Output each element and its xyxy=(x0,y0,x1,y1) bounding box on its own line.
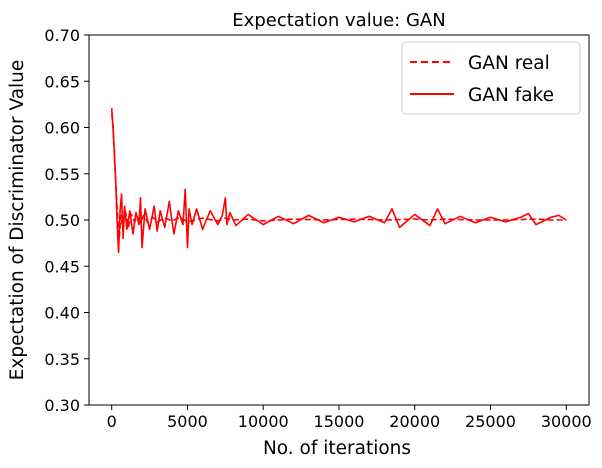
y-tick-label: 0.55 xyxy=(44,165,80,184)
y-tick-label: 0.45 xyxy=(44,257,80,276)
legend-label-gan-real: GAN real xyxy=(468,53,550,74)
x-tick-label: 30000 xyxy=(541,412,592,431)
x-axis-title: No. of iterations xyxy=(263,438,411,459)
y-tick-label: 0.60 xyxy=(44,119,80,138)
legend-box xyxy=(401,41,581,115)
x-tick-label: 20000 xyxy=(389,412,440,431)
chart-title: Expectation value: GAN xyxy=(232,10,445,31)
x-tick-label: 15000 xyxy=(314,412,365,431)
legend: GAN real GAN fake xyxy=(401,41,581,115)
x-tick-label: 5000 xyxy=(167,412,208,431)
y-tick-label: 0.30 xyxy=(44,396,80,415)
series-group xyxy=(110,108,567,254)
x-tick-label: 25000 xyxy=(465,412,516,431)
x-tick-label: 0 xyxy=(107,412,117,431)
x-tick-label: 10000 xyxy=(238,412,289,431)
series-line-gan-fake xyxy=(110,108,567,254)
y-axis-title: Expectation of Discriminator Value xyxy=(7,60,28,381)
y-tick-label: 0.50 xyxy=(44,211,80,230)
y-axis: 0.30 0.35 0.40 0.45 0.50 0.55 0.60 0.65 0.70 xyxy=(44,26,89,415)
y-tick-label: 0.35 xyxy=(44,350,80,369)
y-tick-label: 0.40 xyxy=(44,304,80,323)
y-tick-label: 0.65 xyxy=(44,72,80,91)
legend-label-gan-fake: GAN fake xyxy=(468,85,554,106)
x-axis: 0 5000 10000 15000 20000 25000 30000 xyxy=(107,405,592,431)
y-tick-label: 0.70 xyxy=(44,26,80,45)
